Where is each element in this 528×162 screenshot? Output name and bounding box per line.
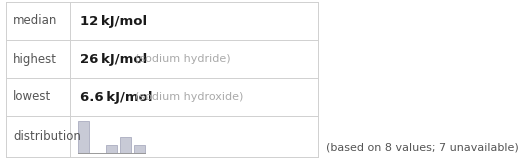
Text: 6.6 kJ/mol: 6.6 kJ/mol bbox=[80, 91, 153, 104]
Text: 12 kJ/mol: 12 kJ/mol bbox=[80, 15, 147, 28]
Text: highest: highest bbox=[13, 52, 57, 65]
Text: (sodium hydroxide): (sodium hydroxide) bbox=[135, 92, 243, 102]
Bar bbox=[78, 121, 89, 153]
Text: (based on 8 values; 7 unavailable): (based on 8 values; 7 unavailable) bbox=[326, 143, 518, 153]
Text: median: median bbox=[13, 15, 58, 28]
Bar bbox=[134, 145, 145, 153]
Text: lowest: lowest bbox=[13, 91, 51, 104]
Bar bbox=[106, 145, 117, 153]
Bar bbox=[120, 137, 131, 153]
Text: (sodium hydride): (sodium hydride) bbox=[135, 54, 231, 64]
Text: 26 kJ/mol: 26 kJ/mol bbox=[80, 52, 147, 65]
Text: distribution: distribution bbox=[13, 130, 81, 143]
